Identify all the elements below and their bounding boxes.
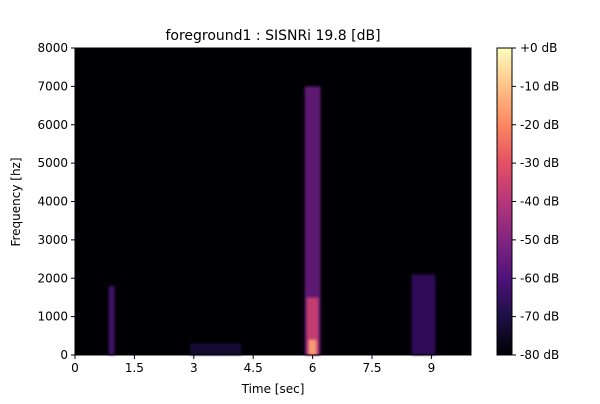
colorbar [496, 47, 513, 356]
y-tick-label: 5000 [37, 156, 68, 170]
colorbar-tick-label: -70 dB [520, 310, 559, 324]
x-tick-label: 1.5 [125, 361, 144, 375]
y-tick-label: 4000 [37, 195, 68, 209]
y-tick-label: 2000 [37, 271, 68, 285]
colorbar-tick-label: -10 dB [520, 79, 559, 93]
spectral-energy-region [304, 86, 321, 355]
spectral-energy-region [308, 339, 317, 355]
chart-title: foreground1 : SISNRi 19.8 [dB] [165, 28, 380, 44]
spectral-energy-region [306, 297, 319, 355]
colorbar-tick-label: -50 dB [520, 233, 559, 247]
y-tick-label: 7000 [37, 79, 68, 93]
y-tick-label: 8000 [37, 41, 68, 55]
x-axis-label: Time [sec] [241, 382, 305, 396]
spectral-energy-region [108, 285, 115, 355]
x-tick-label: 4.5 [244, 361, 263, 375]
y-tick-label: 0 [60, 348, 68, 362]
colorbar-tick-label: -60 dB [520, 271, 559, 285]
colorbar-tick-label: -20 dB [520, 118, 559, 132]
colorbar-tick-label: -80 dB [520, 348, 559, 362]
y-tick-label: 6000 [37, 118, 68, 132]
colorbar-tick-label: +0 dB [520, 41, 557, 55]
spectral-energy-region [411, 274, 436, 355]
x-tick-label: 6 [309, 361, 317, 375]
colorbar-tick-label: -40 dB [520, 195, 559, 209]
spectrogram-plot-area [75, 48, 471, 355]
colorbar-tick-label: -30 dB [520, 156, 559, 170]
x-tick-label: 3 [190, 361, 198, 375]
x-tick-label: 0 [71, 361, 79, 375]
y-axis-label: Frequency [hz] [9, 157, 23, 246]
x-tick-label: 7.5 [362, 361, 381, 375]
x-tick-label: 9 [428, 361, 436, 375]
spectral-energy-region [189, 343, 242, 355]
y-tick-label: 1000 [37, 310, 68, 324]
y-tick-label: 3000 [37, 233, 68, 247]
